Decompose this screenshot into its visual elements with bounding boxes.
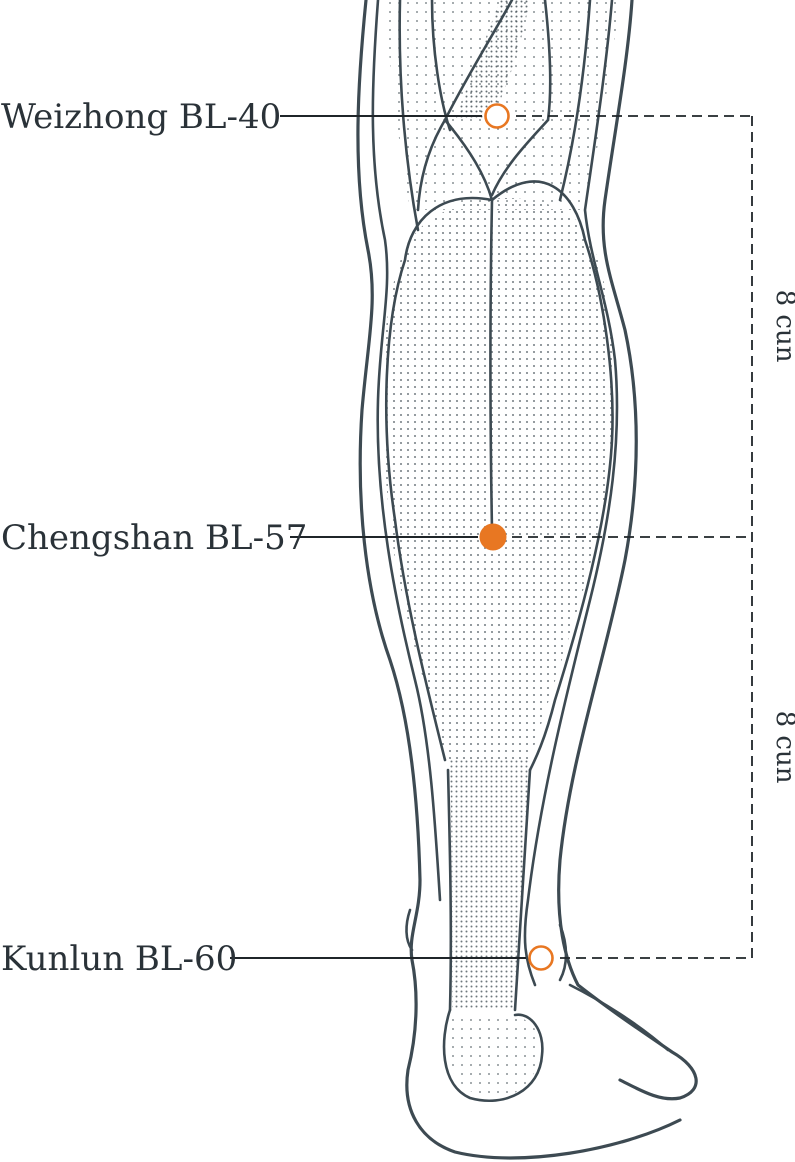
calcaneus xyxy=(442,1008,544,1103)
calf-muscle-shading xyxy=(382,197,614,761)
gastrocnemius-lateral-head xyxy=(490,180,614,772)
leg-inner-left-contour xyxy=(371,0,442,902)
gastrocnemius-medial-head xyxy=(384,118,494,762)
foot-dorsum xyxy=(568,983,670,1052)
popliteal-line-right xyxy=(490,118,550,197)
chengshan-label: Chengshan BL-57 xyxy=(1,518,307,558)
kunlun-point-marker[interactable] xyxy=(528,945,554,971)
measurement-bracket: 8 cun 8 cun xyxy=(512,115,795,959)
medial-malleolus xyxy=(405,908,414,952)
kunlun-label: Kunlun BL-60 xyxy=(1,939,237,979)
biceps-line xyxy=(543,0,552,122)
measurement-upper-label: 8 cun xyxy=(770,290,795,363)
leg-inner-right-contour xyxy=(523,0,619,987)
weizhong-point-marker[interactable] xyxy=(484,103,510,129)
measurement-lower-label: 8 cun xyxy=(770,711,795,784)
chengshan-point-marker[interactable] xyxy=(479,523,507,551)
achilles-tendon-shading xyxy=(450,760,530,1010)
leg-outer-left-contour xyxy=(356,0,682,1160)
heel-shading xyxy=(445,1013,540,1099)
leg-outer-right-contour xyxy=(557,0,698,1101)
hamstring-tendon-medial xyxy=(558,0,592,202)
lateral-malleolus xyxy=(558,923,568,982)
leg-illustration xyxy=(356,0,698,1160)
hamstring-tendon-lateral xyxy=(398,0,420,232)
weizhong-label: Weizhong BL-40 xyxy=(1,97,281,137)
achilles-right xyxy=(513,768,532,1012)
calf-midline xyxy=(489,198,494,532)
achilles-left xyxy=(446,768,453,1012)
popliteal-fossa-shading xyxy=(455,0,530,120)
